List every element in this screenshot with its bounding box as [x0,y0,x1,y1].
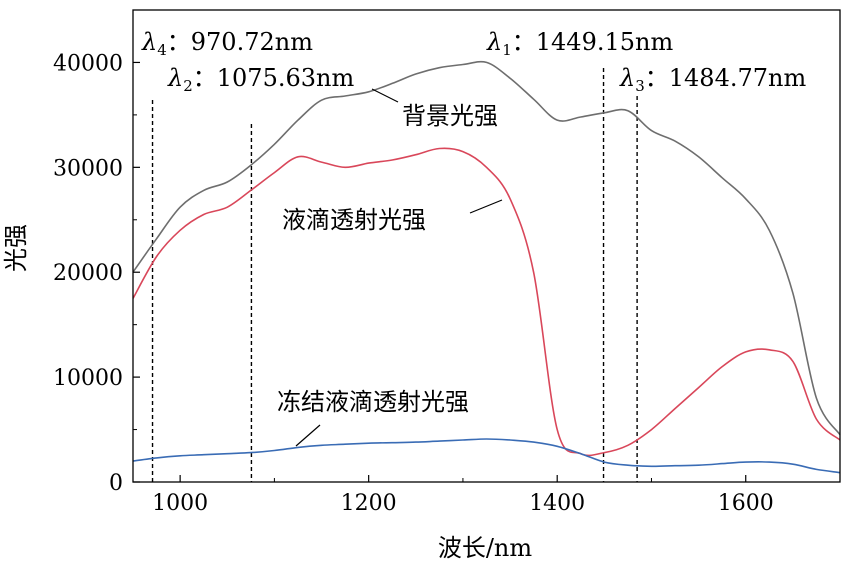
x-axis-title: 波长/nm [438,534,533,562]
droplet-transmission-line [132,147,841,457]
x-tick-label-1000: 1000 [152,491,208,516]
annotation-background-leader [371,88,399,103]
wavelength-markers: λ4：970.72nm λ2：1075.63nm λ1：1449.15nm λ3：14… [141,28,806,482]
plot-frame [132,9,841,483]
vline-label-lambda-4: λ4：970.72nm [141,28,313,59]
vline-label-lambda-1: λ1：1449.15nm [486,28,673,59]
y-tick-label-10000: 10000 [53,366,123,391]
frozen-droplet-transmission-line [132,438,841,474]
annotation-frozen-droplet-leader [295,424,321,447]
x-tick-label-1400: 1400 [529,491,585,516]
annotation-background: 背景光强 [402,102,498,130]
vline-label-lambda-3: λ3：1484.77nm [619,64,806,95]
y-tick-label-20000: 20000 [53,261,123,286]
annotation-droplet-leader [469,199,503,214]
series-lines [132,60,841,474]
y-tick-label-30000: 30000 [53,156,123,181]
axes: 1000 1200 1400 1600 0 10000 20000 30000 40000 [53,9,841,516]
x-tick-label-1600: 1600 [718,491,774,516]
background-intensity-line [132,60,841,436]
y-axis-title: 光强 [2,224,30,272]
annotation-droplet: 液滴透射光强 [282,206,426,234]
y-tick-label-40000: 40000 [53,51,123,76]
annotation-frozen-droplet: 冻结液滴透射光强 [277,388,469,416]
vline-label-lambda-2: λ2：1075.63nm [167,64,354,95]
y-tick-label-0: 0 [109,471,123,496]
x-tick-label-1200: 1200 [341,491,397,516]
